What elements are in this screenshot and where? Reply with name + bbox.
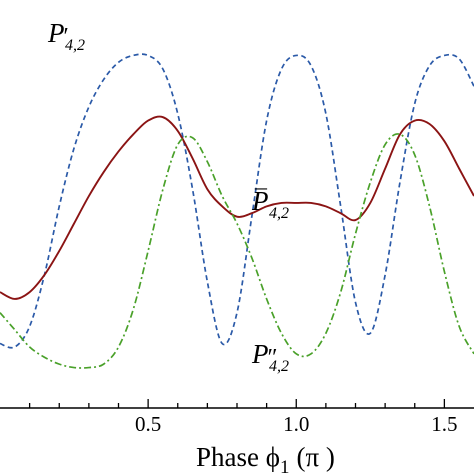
series-label-mark: ¯ (253, 187, 268, 213)
series-label-subscript: 4,2 (269, 358, 289, 375)
series-label-mark: ″ (266, 345, 277, 371)
series-layer (0, 53, 474, 369)
x-tick-label: 1.0 (283, 412, 309, 436)
series-line-p-prime-4-2 (0, 53, 474, 349)
x-axis-label: Phase ϕ1 (π ) (196, 442, 335, 474)
series-label-letter: P (251, 339, 269, 369)
x-tick-label: 0.5 (135, 412, 161, 436)
series-label-subscript: 4,2 (65, 37, 85, 54)
series-label-subscript: 4,2 (269, 205, 289, 222)
x-axis-label-subscript: 1 (280, 457, 290, 474)
series-label-p-bar-4-2: P¯4,2 (251, 186, 289, 222)
series-label-letter: P (251, 186, 269, 216)
series-line-p-double-prime-4-2 (0, 133, 474, 369)
x-axis-label-unit: (π ) (296, 442, 334, 472)
series-label-mark: ′ (62, 24, 68, 50)
series-label-p-double-prime-4-2: P″4,2 (251, 339, 289, 375)
x-axis-label-main: Phase ϕ (196, 442, 280, 472)
series-label-letter: P (47, 18, 65, 48)
x-tick-label: 1.5 (431, 412, 457, 436)
x-axis: 0.5 1.0 1.5 (0, 399, 474, 436)
series-line-p-bar-4-2 (0, 115, 474, 300)
series-label-p-prime-4-2: P′4,2 (47, 18, 85, 54)
series-labels: P′4,2P¯4,2P″4,2 (47, 18, 289, 375)
